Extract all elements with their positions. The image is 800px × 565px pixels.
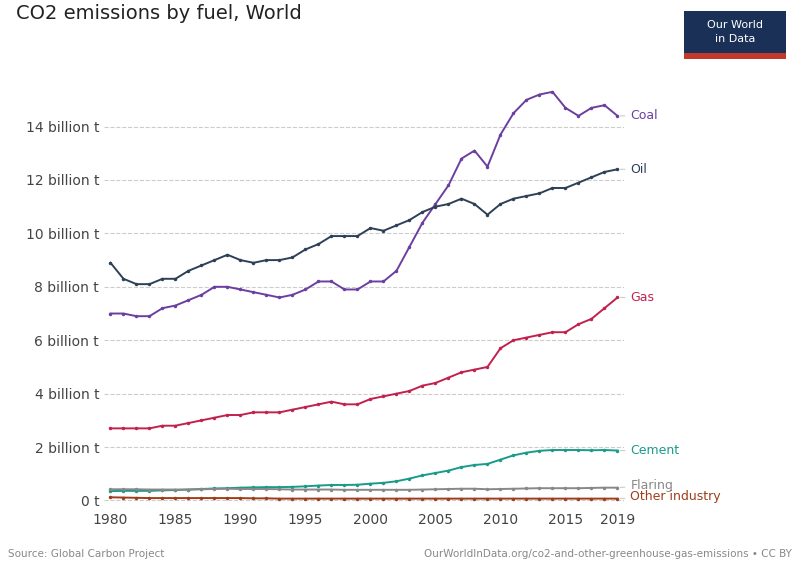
Text: Source: Global Carbon Project: Source: Global Carbon Project bbox=[8, 549, 164, 559]
Text: Our World
in Data: Our World in Data bbox=[707, 20, 763, 44]
Text: Flaring: Flaring bbox=[620, 479, 674, 492]
Text: Cement: Cement bbox=[620, 444, 680, 457]
Text: Other industry: Other industry bbox=[620, 490, 721, 503]
Text: Oil: Oil bbox=[620, 163, 647, 176]
Text: CO2 emissions by fuel, World: CO2 emissions by fuel, World bbox=[16, 3, 302, 23]
Text: Coal: Coal bbox=[620, 110, 658, 123]
Text: OurWorldInData.org/co2-and-other-greenhouse-gas-emissions • CC BY: OurWorldInData.org/co2-and-other-greenho… bbox=[424, 549, 792, 559]
Text: Gas: Gas bbox=[620, 291, 654, 304]
